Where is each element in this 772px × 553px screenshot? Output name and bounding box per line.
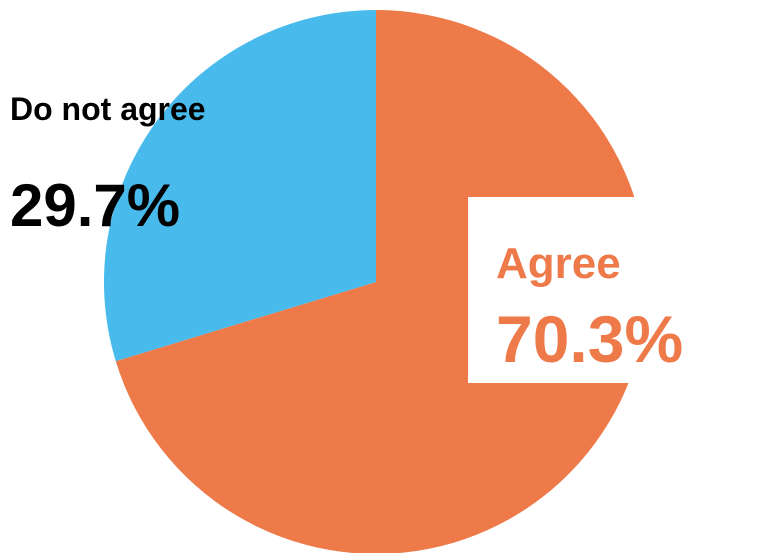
agree-label-group: Agree 70.3% <box>468 197 772 383</box>
pie-slice-do-not-agree <box>103 10 376 362</box>
disagree-label: Do not agree <box>10 91 206 127</box>
pie-slice-agree <box>115 10 648 553</box>
pie-slices <box>103 10 648 553</box>
disagree-value-label: 29.7% <box>10 172 180 239</box>
disagree-label-group: Do not agree 29.7% <box>10 91 206 239</box>
agree-label-box <box>468 197 772 383</box>
agree-value-label: 70.3% <box>496 302 683 376</box>
agree-label: Agree <box>496 239 621 288</box>
